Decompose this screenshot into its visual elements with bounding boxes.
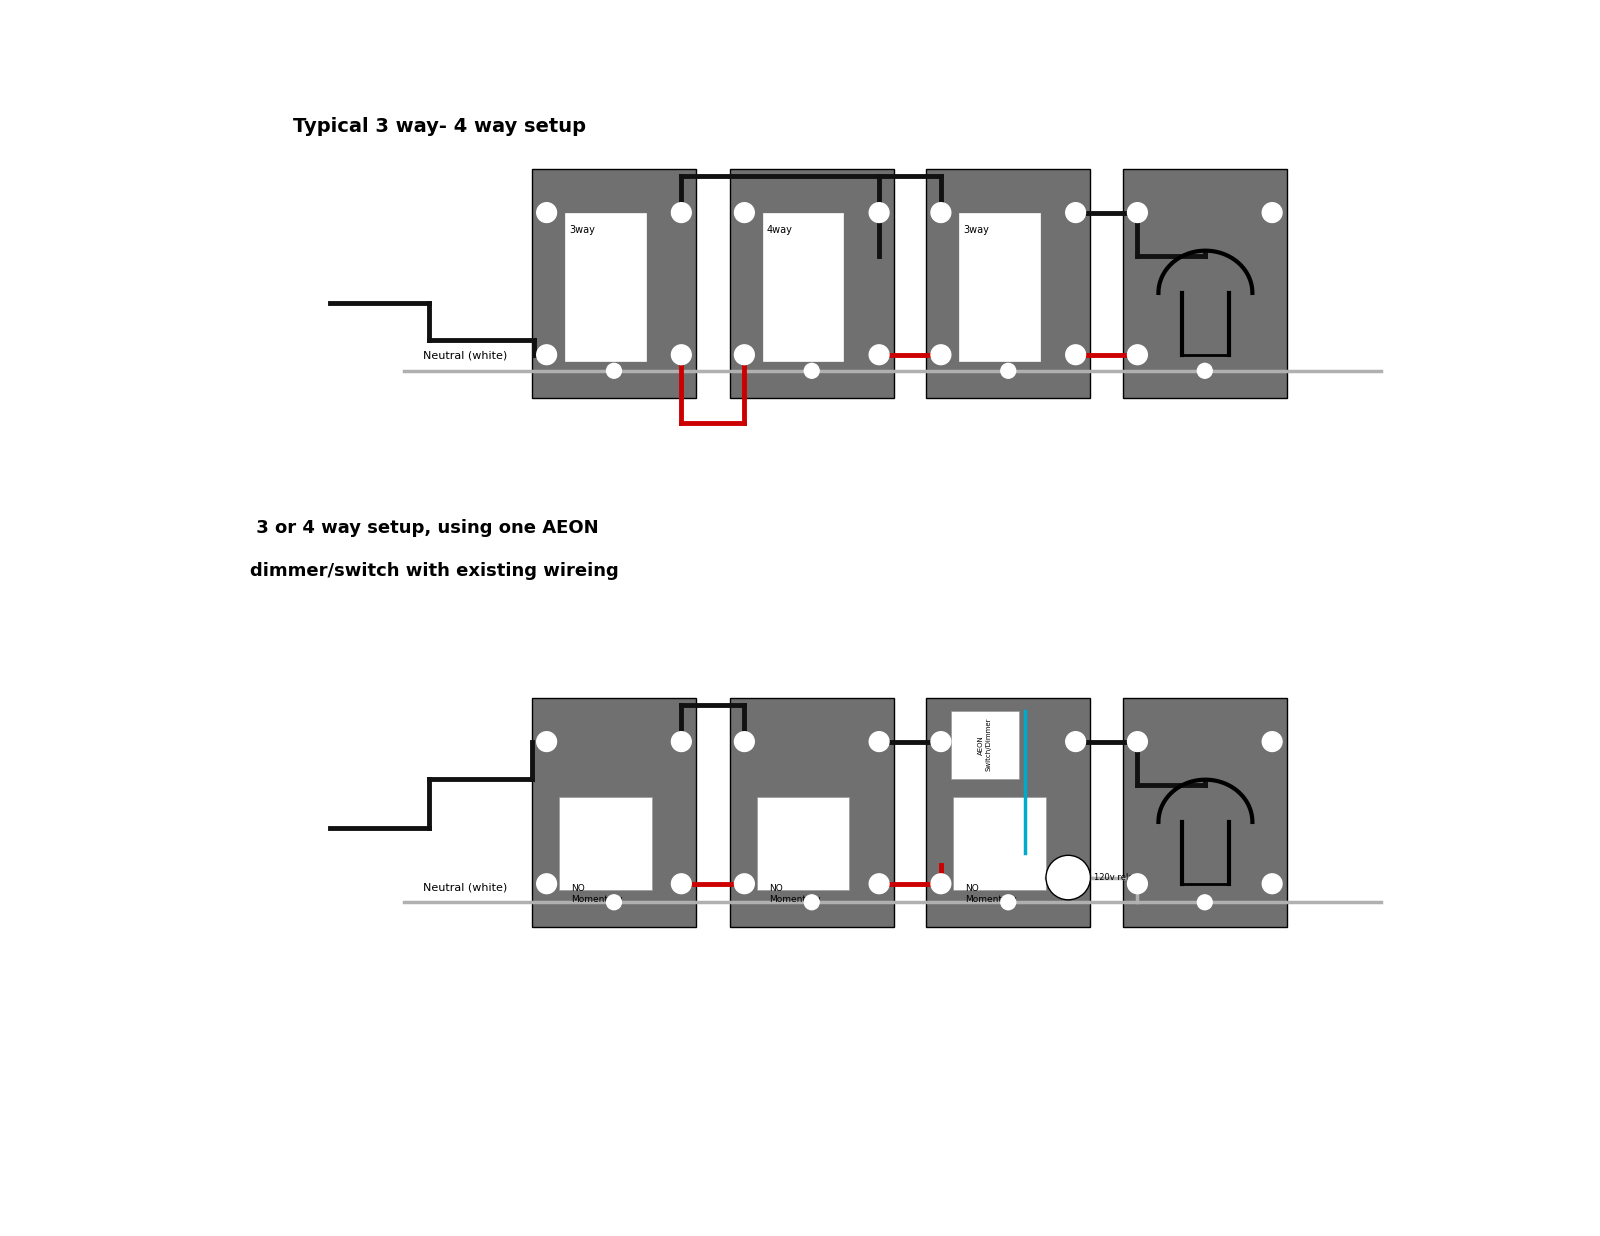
FancyBboxPatch shape [954,797,1046,890]
FancyBboxPatch shape [926,698,1091,927]
Circle shape [1262,732,1282,751]
Circle shape [1197,363,1213,378]
Circle shape [734,203,754,222]
Circle shape [869,874,890,894]
Circle shape [1262,203,1282,222]
Text: Neutral (white): Neutral (white) [422,883,507,892]
Circle shape [1066,203,1085,222]
FancyBboxPatch shape [558,797,651,890]
Circle shape [1128,345,1147,365]
Circle shape [1046,855,1091,900]
Circle shape [869,203,890,222]
FancyBboxPatch shape [757,797,850,890]
Text: NO
Momentary: NO Momentary [571,884,622,904]
FancyBboxPatch shape [565,213,645,361]
Text: AEON
Switch/Dimmer: AEON Switch/Dimmer [978,718,992,771]
Text: 3 or 4 way setup, using one AEON: 3 or 4 way setup, using one AEON [250,519,598,538]
Circle shape [805,895,819,910]
FancyBboxPatch shape [531,169,696,398]
Circle shape [931,345,950,365]
Circle shape [1066,345,1085,365]
Circle shape [536,874,557,894]
Circle shape [805,363,819,378]
Circle shape [672,732,691,751]
Circle shape [536,732,557,751]
Circle shape [1066,874,1085,894]
Circle shape [672,345,691,365]
Circle shape [1128,874,1147,894]
Circle shape [1197,895,1213,910]
FancyBboxPatch shape [1123,698,1286,927]
Text: 4way: 4way [766,225,792,235]
Circle shape [734,874,754,894]
Text: dimmer/switch with existing wireing: dimmer/switch with existing wireing [250,562,619,581]
Text: 3way: 3way [963,225,989,235]
FancyBboxPatch shape [531,698,696,927]
Circle shape [1002,363,1016,378]
Circle shape [869,732,890,751]
Circle shape [734,345,754,365]
Circle shape [931,732,950,751]
Circle shape [672,203,691,222]
Circle shape [672,874,691,894]
Text: 120v relay: 120v relay [1094,873,1139,883]
FancyBboxPatch shape [960,213,1040,361]
Circle shape [734,732,754,751]
Text: NO
Momentary: NO Momentary [966,884,1018,904]
Circle shape [536,203,557,222]
Circle shape [606,895,621,910]
FancyBboxPatch shape [926,169,1091,398]
Circle shape [1002,895,1016,910]
Circle shape [931,203,950,222]
Circle shape [606,363,621,378]
Circle shape [536,345,557,365]
FancyBboxPatch shape [950,711,1019,779]
Circle shape [1128,203,1147,222]
Circle shape [1128,732,1147,751]
Circle shape [1066,732,1085,751]
FancyBboxPatch shape [730,169,894,398]
FancyBboxPatch shape [1123,169,1286,398]
FancyBboxPatch shape [763,213,843,361]
FancyBboxPatch shape [730,698,894,927]
Text: Neutral (white): Neutral (white) [422,351,507,361]
Text: NO
Momentary: NO Momentary [770,884,821,904]
Circle shape [931,874,950,894]
Circle shape [1262,874,1282,894]
Text: Typical 3 way- 4 way setup: Typical 3 way- 4 way setup [293,117,586,136]
Text: 3way: 3way [570,225,595,235]
Circle shape [869,345,890,365]
